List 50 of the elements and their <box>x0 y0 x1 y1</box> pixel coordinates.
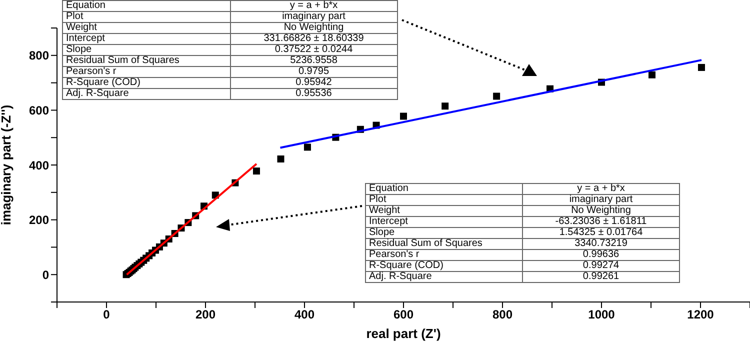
x-tick-label: 1000 <box>588 308 616 322</box>
annotation: 0.99261 <box>522 271 680 282</box>
x-tick-label: 0 <box>103 308 110 322</box>
annotation: 0.9795 <box>230 66 398 78</box>
annotation: No Weighting <box>522 205 680 216</box>
annotation: R-Square (COD) <box>366 260 522 272</box>
annotation: Adj. R-Square <box>62 88 230 100</box>
annotation: 0.99636 <box>522 249 680 260</box>
y-tick-label: 0 <box>42 268 50 282</box>
annotation: Pearson's r <box>62 66 230 78</box>
annotation: Residual Sum of Squares <box>366 238 522 250</box>
annotation: Equation <box>366 183 522 194</box>
annotation: Weight <box>366 205 522 216</box>
y-tick-label: 400 <box>28 158 50 172</box>
annotation: 0.95536 <box>230 88 398 100</box>
annotation: 331.66826 ± 18.60339 <box>230 33 398 44</box>
annotation: Intercept <box>366 216 522 228</box>
x-tick-label: 200 <box>195 308 216 322</box>
x-tick-label: 600 <box>393 308 414 322</box>
text: Plot <box>66 11 84 22</box>
x-tick-label: 400 <box>294 308 315 322</box>
annotation: Intercept <box>62 33 230 44</box>
x-axis-title: real part (Z') <box>366 326 441 341</box>
annotation: 0.37522 ± 0.0244 <box>230 44 398 56</box>
annotation: Pearson's r <box>366 249 522 260</box>
x-tick-label: 1200 <box>687 308 714 322</box>
annotation: Plot <box>366 194 522 206</box>
annotation: 1.54325 ± 0.01764 <box>522 227 680 238</box>
annotation: Slope <box>366 227 522 238</box>
x-tick-label: 800 <box>492 308 513 322</box>
text: Equation <box>66 0 106 11</box>
annotation: 3340.73219 <box>522 238 680 250</box>
annotation: Adj. R-Square <box>366 271 522 282</box>
annotation: 5236.9558 <box>230 55 398 66</box>
annotation: 0.95942 <box>230 77 398 88</box>
y-tick-label: 600 <box>28 103 50 118</box>
text: imaginary part <box>282 11 346 22</box>
y-tick-label: 800 <box>28 48 50 63</box>
annotation: Slope <box>62 44 230 56</box>
y-axis-title: imaginary part (-Z'') <box>0 104 14 226</box>
annotation: No Weighting <box>230 22 398 34</box>
annotation: R-Square (COD) <box>62 77 230 88</box>
annotation: -63.23036 ± 1.61811 <box>522 216 680 228</box>
y-tick-label: 200 <box>28 213 50 228</box>
annotation: y = a + b*x <box>522 183 680 194</box>
annotation: Weight <box>62 22 230 34</box>
annotation: imaginary part <box>522 194 680 206</box>
text: y = a + b*x <box>290 0 338 11</box>
annotation: 0.99274 <box>522 260 680 272</box>
annotation: Residual Sum of Squares <box>62 55 230 66</box>
